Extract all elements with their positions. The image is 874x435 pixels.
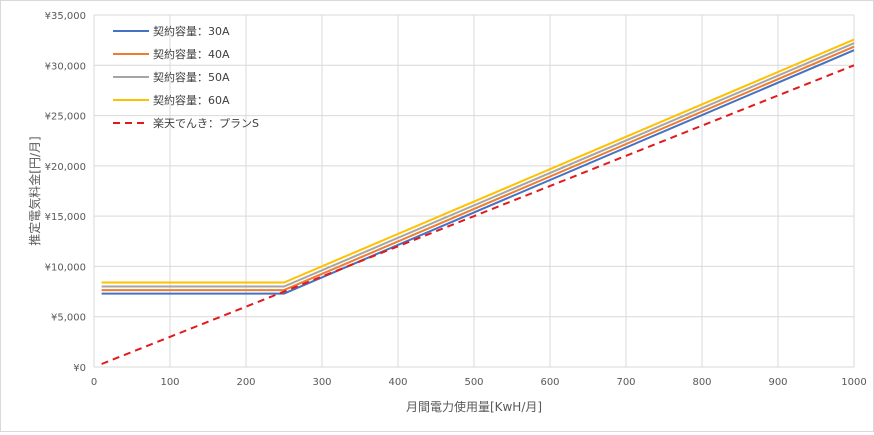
series-line-2 <box>101 45 855 292</box>
legend-label: 契約容量：50A <box>153 70 230 84</box>
legend-label: 契約容量：30A <box>153 24 230 38</box>
series-line-4 <box>101 38 855 284</box>
x-tick-label: 0 <box>91 377 97 388</box>
x-tick-label: 900 <box>768 377 787 388</box>
series-line-1 <box>101 49 855 295</box>
y-tick-label: ¥5,000 <box>51 313 86 324</box>
legend: 契約容量：30A 契約容量：40A 契約容量：50A 契約容量：60A 楽天でんき：プラ… <box>113 24 259 130</box>
x-tick-label: 400 <box>388 377 407 388</box>
gridlines <box>93 14 855 368</box>
x-tick-label: 800 <box>692 377 711 388</box>
y-tick-label: ¥15,000 <box>45 212 86 223</box>
series-line-5 <box>101 64 855 365</box>
series-line-3 <box>101 42 855 288</box>
x-tick-label: 200 <box>236 377 255 388</box>
x-tick-label: 300 <box>312 377 331 388</box>
y-tick-labels: ¥0 ¥5,000 ¥10,000 ¥15,000 ¥20,000 ¥25,000 ¥30,… <box>45 11 86 374</box>
y-tick-label: ¥0 <box>73 363 86 374</box>
legend-label: 契約容量：40A <box>153 47 230 61</box>
y-tick-label: ¥10,000 <box>45 262 86 273</box>
y-tick-label: ¥35,000 <box>45 11 86 22</box>
y-tick-label: ¥30,000 <box>45 61 86 72</box>
x-axis-title: 月間電力使用量[KwH/月] <box>406 399 542 414</box>
x-tick-label: 700 <box>616 377 635 388</box>
legend-label: 契約容量：60A <box>153 93 230 107</box>
y-axis-title: 推定電気料金[円/月] <box>27 136 42 245</box>
legend-label: 楽天でんき：プランS <box>153 117 259 130</box>
y-tick-label: ¥20,000 <box>45 162 86 173</box>
x-tick-label: 500 <box>464 377 483 388</box>
series-lines <box>101 38 855 365</box>
x-tick-label: 600 <box>540 377 559 388</box>
y-tick-label: ¥25,000 <box>45 112 86 123</box>
x-tick-label: 100 <box>160 377 179 388</box>
x-tick-labels: 0 100 200 300 400 500 600 700 800 900 1000 <box>91 377 867 388</box>
x-tick-label: 1000 <box>841 377 866 388</box>
